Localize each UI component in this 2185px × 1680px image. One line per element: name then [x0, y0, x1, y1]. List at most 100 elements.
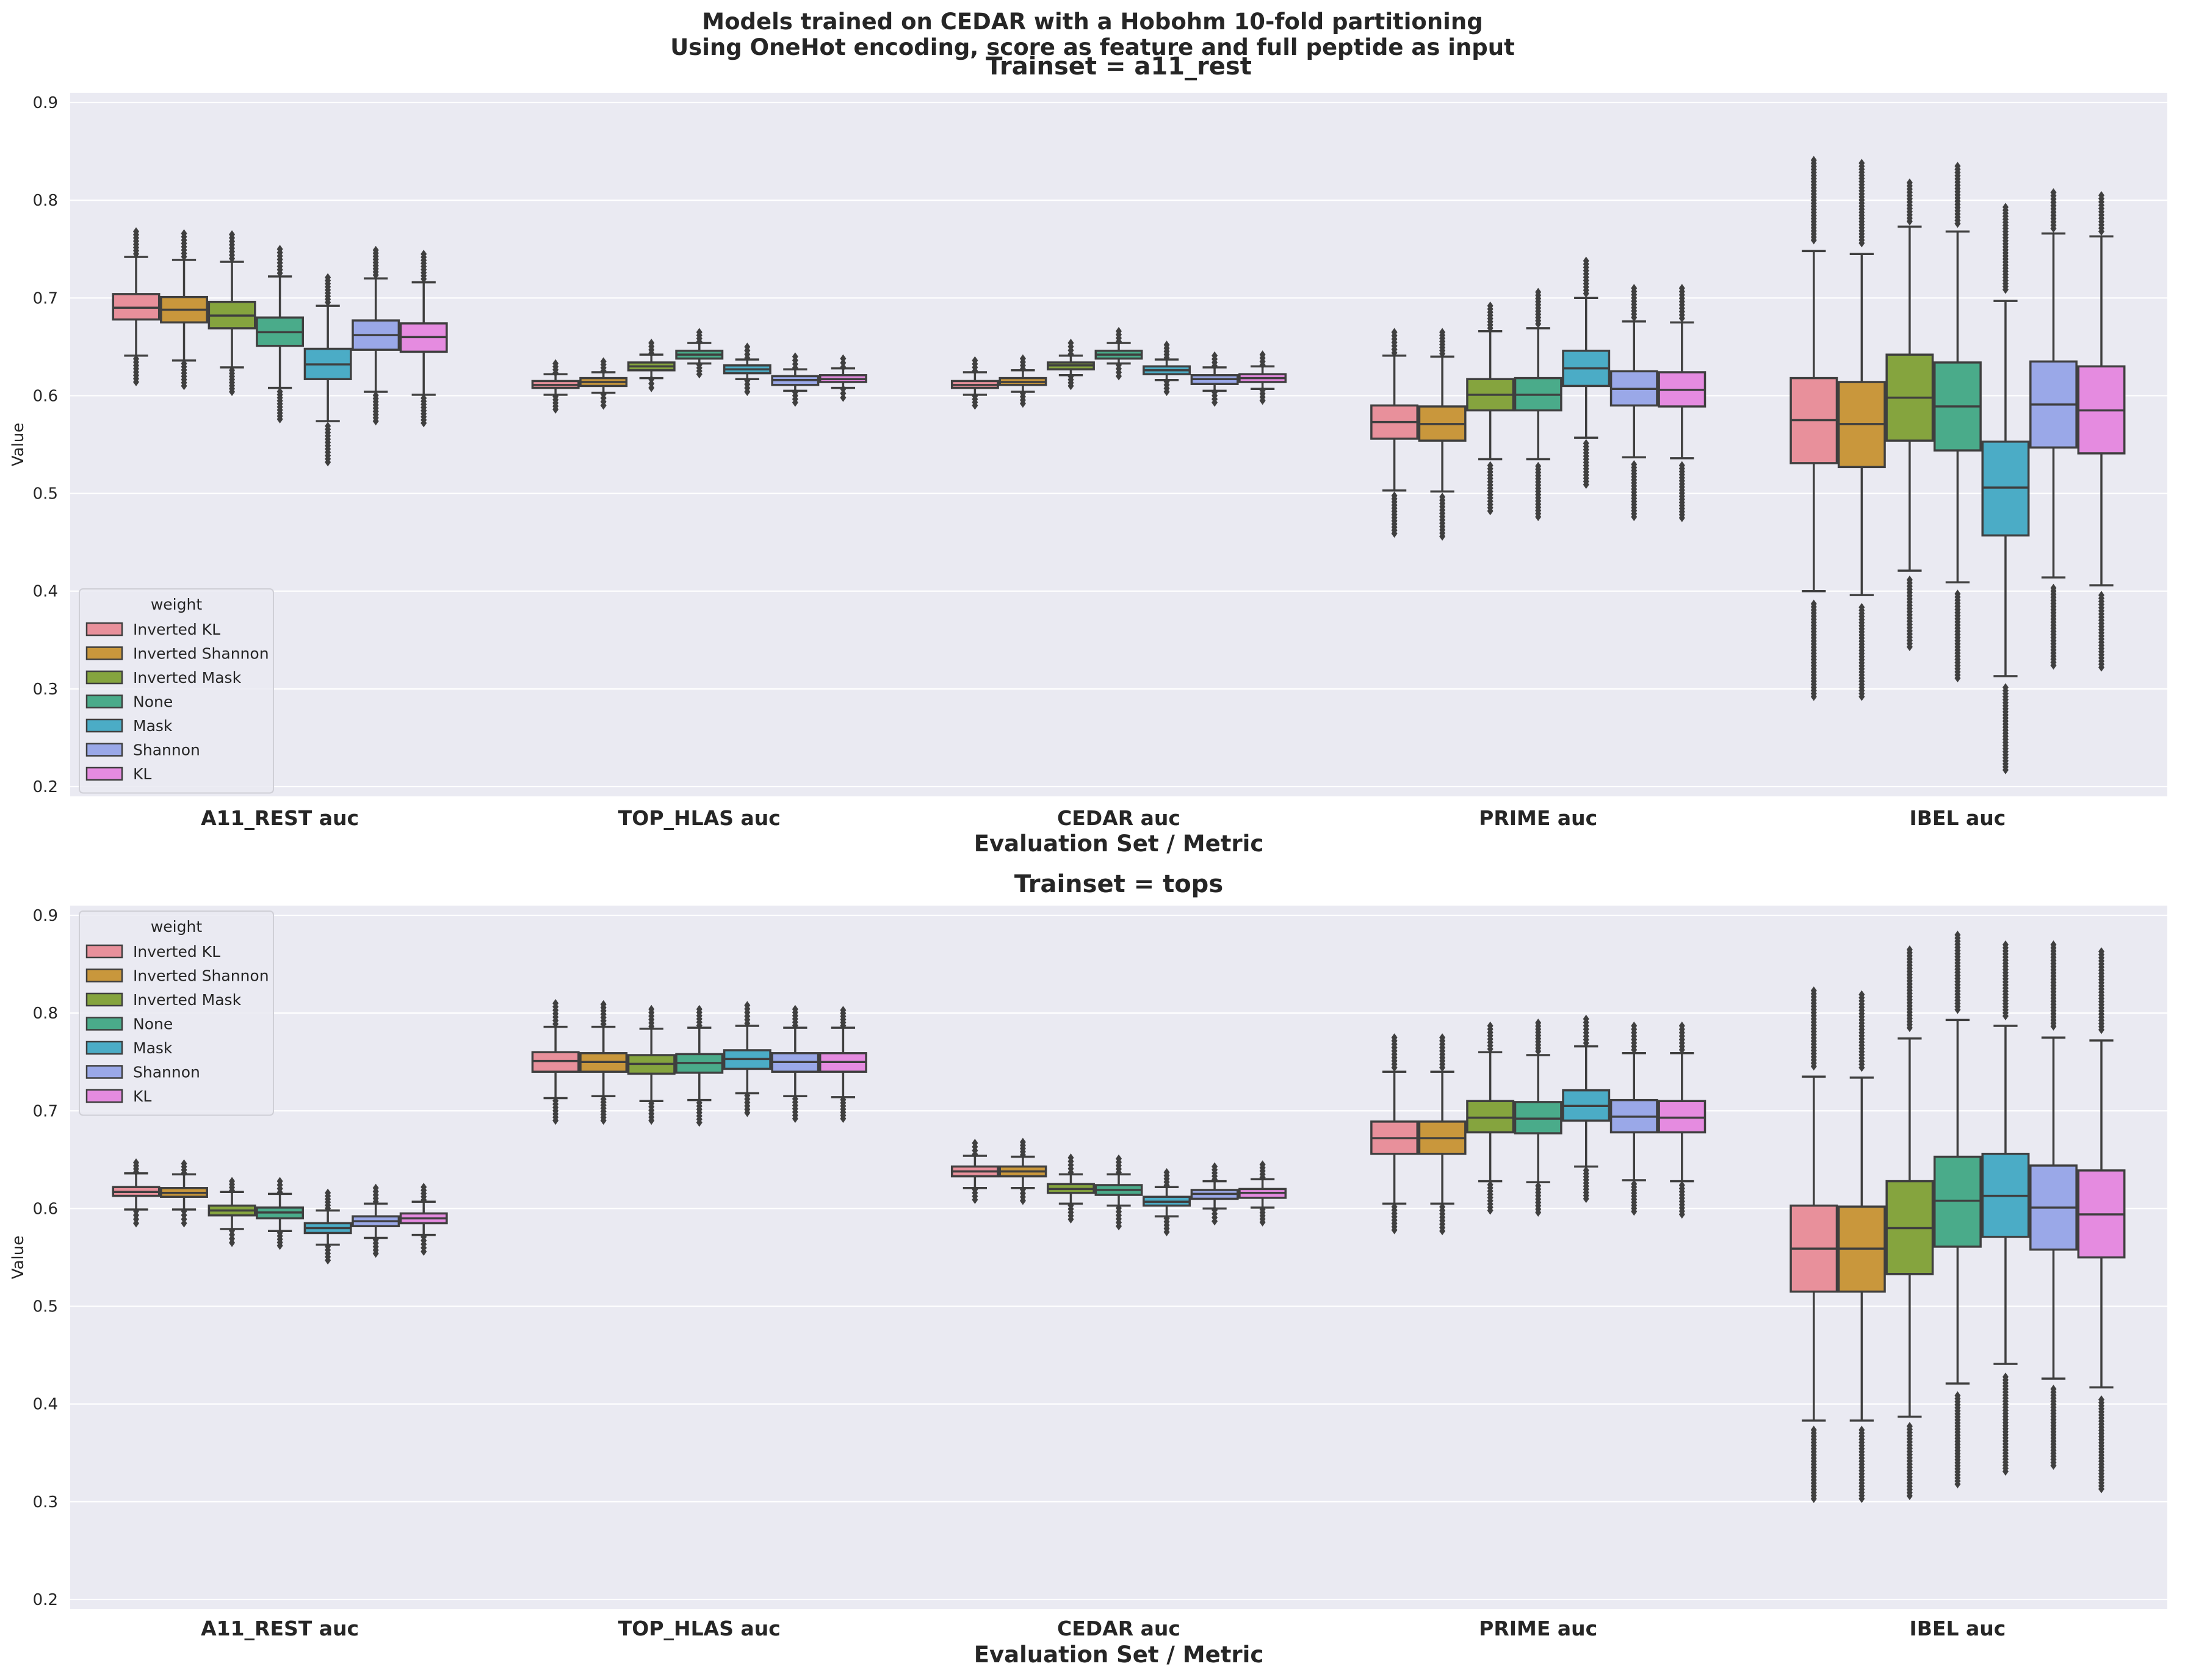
box-kl [1658, 1021, 1706, 1219]
legend-swatch [85, 1089, 123, 1103]
outlier-points [552, 359, 559, 378]
legend-entry: Inverted Shannon [133, 645, 269, 663]
legend-entry: KL [133, 1087, 151, 1105]
outlier-points [1535, 461, 1542, 522]
outlier-points [1163, 341, 1170, 362]
outlier-points [229, 366, 236, 397]
y-tick-label: 0.5 [33, 485, 58, 503]
outlier-points [1858, 1426, 1865, 1504]
x-tick-label: TOP_HLAS auc [618, 1617, 781, 1640]
outlier-points [1631, 1021, 1638, 1055]
box-none [1514, 287, 1562, 522]
outlier-points [696, 360, 702, 379]
x-tick-label: IBEL auc [1909, 1617, 2006, 1640]
outlier-points [181, 1206, 187, 1228]
outlier-points [1212, 1205, 1218, 1226]
box-none [1514, 1018, 1562, 1217]
y-tick-label: 0.3 [33, 680, 58, 699]
box-shannon [1190, 351, 1239, 407]
y-axis-label: Value [9, 423, 27, 466]
legend-swatch [85, 1040, 123, 1055]
outlier-points [1212, 388, 1218, 407]
legend: weight Inverted KL Inverted Shannon Inverte… [79, 588, 274, 794]
y-tick-label: 0.8 [33, 192, 58, 210]
x-tick-label: CEDAR auc [1057, 1617, 1180, 1640]
box-inverted-kl [531, 359, 580, 414]
x-tick-label: PRIME auc [1479, 1617, 1597, 1640]
outlier-points [696, 328, 702, 346]
outlier-points [552, 999, 559, 1028]
outlier-points [2002, 1372, 2009, 1476]
box-inverted-mask [627, 1004, 676, 1125]
outlier-points [325, 273, 331, 307]
outlier-points [1810, 986, 1817, 1071]
outlier-points [1810, 599, 1817, 701]
box-shannon [1609, 284, 1658, 522]
outlier-points [2098, 191, 2105, 236]
chart-panel-1: 0.2 0.3 0.4 0.5 0.6 0.7 0.8 0.9 Trainset = a11_r… [9, 52, 2167, 857]
box-inverted-kl [1790, 156, 1838, 701]
legend-swatch [85, 670, 123, 685]
outlier-points [2098, 591, 2105, 672]
box-inverted-shannon [579, 357, 628, 410]
box-kl [818, 354, 867, 402]
box-shannon [2029, 188, 2078, 670]
outlier-points [600, 1095, 607, 1125]
x-tick-label: PRIME auc [1479, 806, 1597, 830]
box-kl [399, 1183, 448, 1256]
panel-title: Trainset = tops [1014, 870, 1223, 898]
outlier-points [1067, 372, 1074, 391]
box-mask [1981, 203, 2030, 774]
box-inverted-shannon [1418, 1033, 1467, 1236]
legend-entry: Inverted Mask [133, 669, 242, 687]
outlier-points [1439, 1033, 1446, 1072]
x-axis-label: Evaluation Set / Metric [974, 1642, 1264, 1668]
outlier-points [1487, 1021, 1493, 1054]
outlier-points [972, 1139, 978, 1159]
box-inverted-shannon [999, 354, 1047, 408]
box-inverted-kl [1370, 328, 1419, 538]
box-shannon [771, 352, 820, 407]
legend-swatch [85, 646, 123, 660]
outlier-points [840, 1006, 847, 1030]
outlier-points [1906, 1422, 1913, 1501]
box-inverted-mask [1885, 178, 1934, 651]
outlier-points [744, 342, 751, 362]
outlier-points [1954, 931, 1961, 1014]
legend-entry: None [133, 1015, 173, 1033]
outlier-points [1535, 1181, 1542, 1217]
legend-swatch [85, 694, 123, 708]
outlier-points [372, 1235, 379, 1258]
outlier-points [2050, 940, 2057, 1031]
outlier-points [229, 1226, 236, 1247]
outlier-points [421, 1232, 427, 1256]
legend-entry: Inverted Shannon [133, 967, 269, 985]
outlier-points [1019, 389, 1026, 408]
x-tick-label: IBEL auc [1909, 806, 2006, 830]
box-kl [1238, 1160, 1287, 1227]
outlier-points [1391, 1202, 1398, 1235]
outlier-points [1487, 301, 1493, 333]
outlier-points [1067, 338, 1074, 359]
outlier-points [421, 250, 427, 284]
y-tick-label: 0.2 [33, 778, 58, 796]
legend-swatch [85, 718, 123, 733]
panel-title: Trainset = a11_rest [986, 52, 1252, 81]
outlier-points [1858, 990, 1865, 1072]
box-inverted-mask [1047, 1153, 1095, 1224]
box-inverted-kl [1370, 1033, 1419, 1235]
outlier-points [1212, 351, 1218, 370]
box-kl [399, 250, 448, 428]
box-kl [2077, 947, 2126, 1494]
outlier-points [1583, 256, 1589, 298]
box-inverted-mask [1047, 338, 1095, 391]
box-inverted-mask [627, 338, 676, 392]
outlier-points [421, 1183, 427, 1205]
legend-entry: KL [133, 765, 151, 783]
outlier-points [276, 1228, 283, 1250]
outlier-points [2002, 940, 2009, 1021]
outlier-points [181, 359, 187, 391]
outlier-points [648, 1004, 655, 1031]
legend-title: weight [151, 918, 202, 936]
box-inverted-shannon [1418, 328, 1467, 541]
